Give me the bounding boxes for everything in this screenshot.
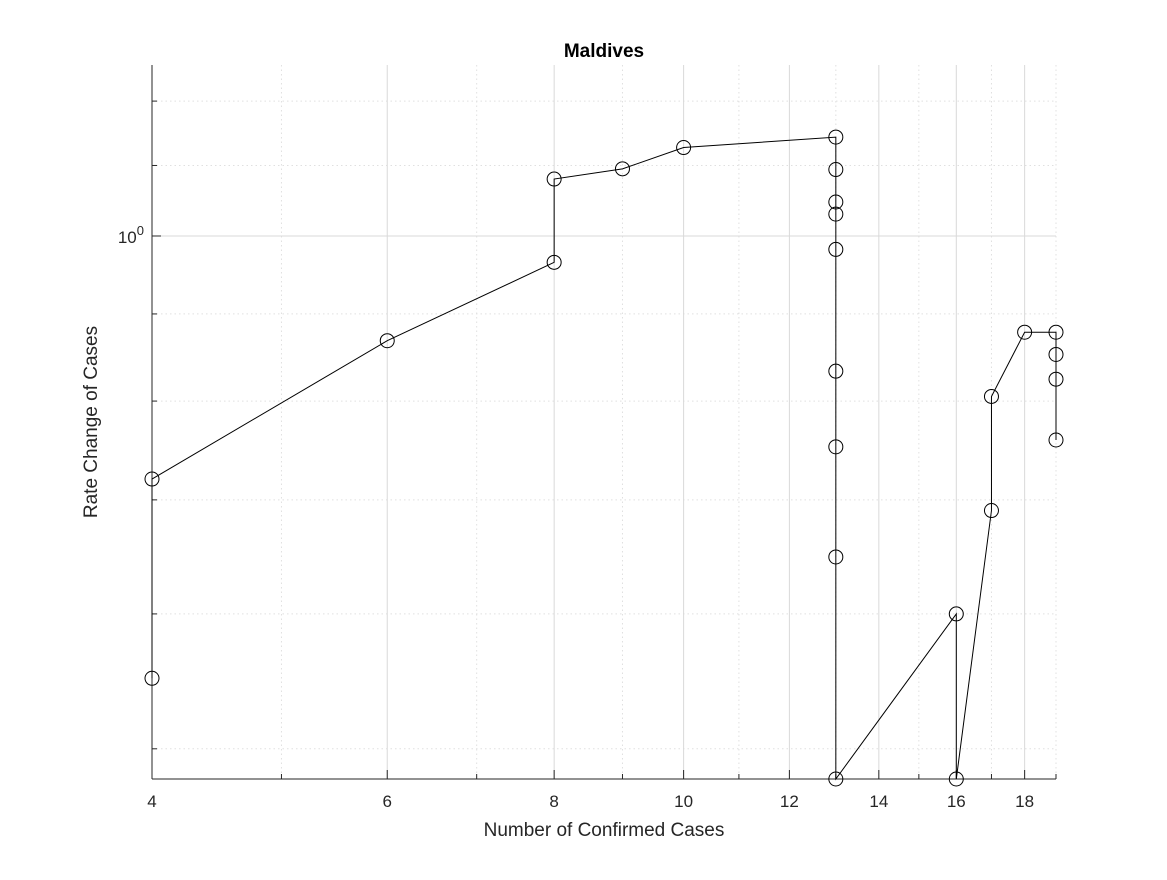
series: [151, 136, 1057, 781]
x-tick-label: 8: [549, 792, 558, 811]
markers: [144, 129, 1064, 787]
data-point-marker: [828, 206, 844, 222]
data-point-marker: [948, 606, 964, 622]
y-tick-label: 100: [118, 223, 144, 247]
data-point-marker: [546, 171, 562, 187]
x-tick-label: 6: [383, 792, 392, 811]
plot-area: [144, 65, 1064, 787]
x-tick-label: 12: [780, 792, 799, 811]
series-line-1: [151, 136, 1057, 781]
data-point-marker: [828, 771, 844, 787]
x-axis-label: Number of Confirmed Cases: [484, 820, 725, 841]
data-point-marker: [546, 254, 562, 270]
data-point-marker: [828, 363, 844, 379]
data-point-marker: [1048, 371, 1064, 387]
data-point-marker: [379, 333, 395, 349]
x-tick-label: 10: [674, 792, 693, 811]
chart-title: Maldives: [564, 41, 644, 62]
data-point-marker: [948, 771, 964, 787]
data-point-marker: [828, 129, 844, 145]
y-axis-label: Rate Change of Cases: [81, 326, 102, 518]
data-point-marker: [144, 670, 160, 686]
data-point-marker: [828, 439, 844, 455]
axes-background: [152, 65, 1056, 779]
ticks: [151, 100, 1057, 779]
x-tick-label: 16: [947, 792, 966, 811]
data-point-marker: [828, 162, 844, 178]
tick-labels: 4 6 8 10 12 14 16 18 100: [118, 223, 1034, 811]
x-tick-label: 18: [1015, 792, 1034, 811]
x-tick-label: 14: [869, 792, 888, 811]
x-tick-label: 4: [147, 792, 156, 811]
data-point-marker: [1048, 346, 1064, 362]
data-point-marker: [1017, 324, 1033, 340]
data-point-marker: [676, 140, 692, 156]
data-point-marker: [983, 503, 999, 519]
data-point-marker: [983, 388, 999, 404]
data-point-marker: [828, 194, 844, 210]
data-point-marker: [144, 471, 160, 487]
data-point-marker: [1048, 324, 1064, 340]
data-point-marker: [1048, 432, 1064, 448]
data-point-marker: [828, 241, 844, 257]
data-point-marker: [614, 161, 630, 177]
data-point-marker: [828, 549, 844, 565]
